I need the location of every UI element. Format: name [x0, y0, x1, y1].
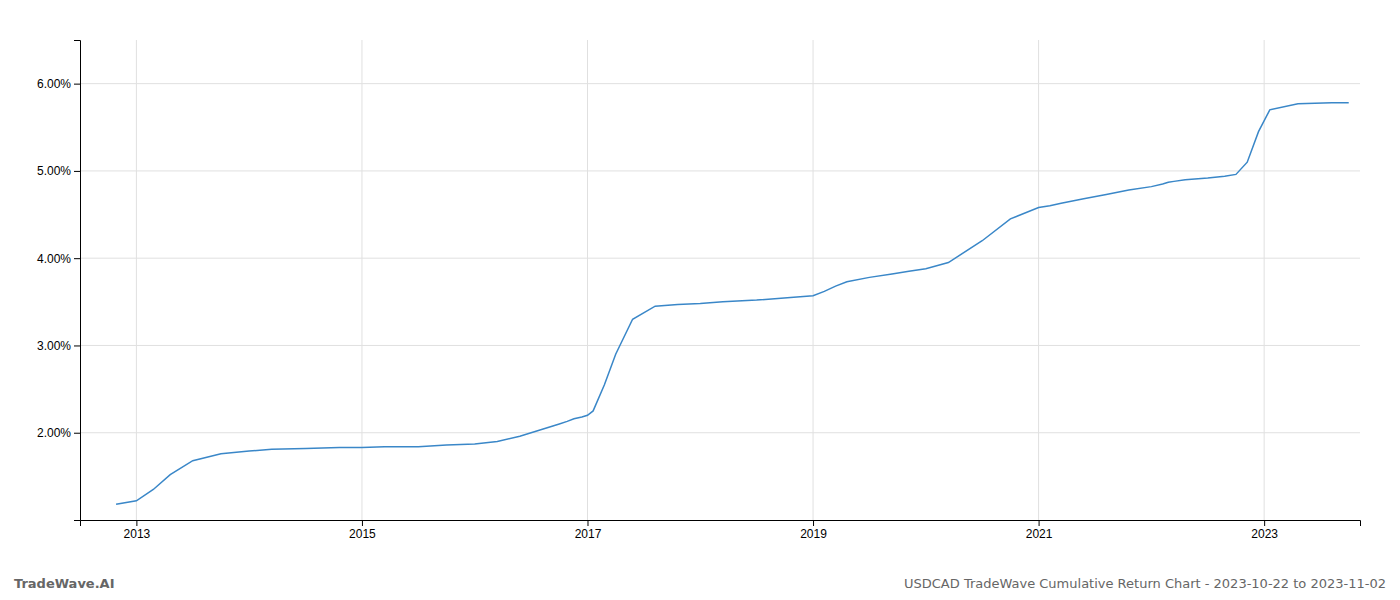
y-axis: 2.00% 3.00% 4.00% 5.00% 6.00% [37, 41, 81, 521]
tick-mark [813, 520, 814, 526]
tick-label: 2.00% [37, 426, 71, 440]
tick-label: 2019 [800, 527, 827, 541]
tick: 2019 [800, 520, 827, 541]
tick-mark [74, 433, 80, 434]
watermark: TradeWave.AI [14, 576, 115, 591]
axis-line [81, 521, 1361, 527]
grid-line [136, 40, 137, 520]
grid-line [80, 170, 1360, 171]
grid-line [1038, 40, 1039, 520]
tick-label: 2023 [1251, 527, 1278, 541]
grid-line [1264, 40, 1265, 520]
tick-mark [74, 258, 80, 259]
tick: 2017 [575, 520, 602, 541]
tick: 5.00% [37, 164, 80, 178]
plot: 2013 2015 2017 2019 2021 2023 2.00% 3.00% 4.00% 5… [37, 40, 1361, 541]
tick-label: 2021 [1026, 527, 1053, 541]
tick-label: 3.00% [37, 339, 71, 353]
tick: 2013 [124, 520, 151, 541]
grid-line [80, 83, 1360, 84]
grid-line [587, 40, 588, 520]
line [116, 103, 1349, 504]
grid [80, 40, 1360, 520]
tick-mark [74, 171, 80, 172]
x-axis: 2013 2015 2017 2019 2021 2023 [81, 520, 1361, 541]
tick-mark [1264, 520, 1265, 526]
tick: 2021 [1026, 520, 1053, 541]
tick-mark [587, 520, 588, 526]
grid-line [80, 258, 1360, 259]
tick: 2015 [349, 520, 376, 541]
grid-line [80, 345, 1360, 346]
tick: 6.00% [37, 77, 80, 91]
tick: 3.00% [37, 339, 80, 353]
tick: 4.00% [37, 252, 80, 266]
tick: 2023 [1251, 520, 1278, 541]
tick-label: 2013 [124, 527, 151, 541]
tick-label: 4.00% [37, 252, 71, 266]
tick-mark [1039, 520, 1040, 526]
axis-line [74, 41, 81, 521]
tick-label: 2017 [575, 527, 602, 541]
tick-mark [74, 84, 80, 85]
tick: 2.00% [37, 426, 80, 440]
chart: 2013 2015 2017 2019 2021 2023 2.00% 3.00% 4.00% 5… [0, 0, 1400, 600]
title: USDCAD TradeWave Cumulative Return Chart… [904, 576, 1386, 591]
tick-mark [74, 345, 80, 346]
tick-label: 2015 [349, 527, 376, 541]
grid-line [813, 40, 814, 520]
tick-mark [362, 520, 363, 526]
grid-line [80, 432, 1360, 433]
tick-label: 5.00% [37, 164, 71, 178]
marks [116, 103, 1349, 504]
tick-label: 6.00% [37, 77, 71, 91]
tick-mark [136, 520, 137, 526]
